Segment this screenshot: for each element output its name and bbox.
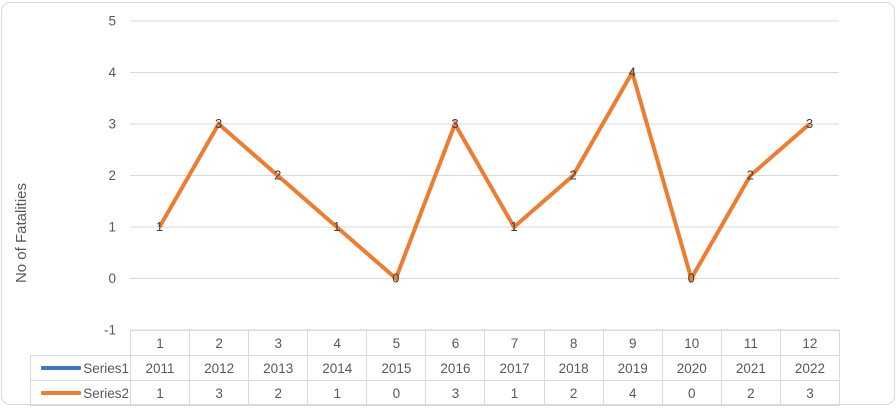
table-header-cell: 2	[189, 330, 249, 355]
table-cell-series1: 2012	[189, 355, 249, 380]
data-label: 1	[156, 219, 163, 234]
table-cell-series2: 1	[130, 380, 190, 405]
table-header-cell: 12	[779, 330, 839, 355]
table-cell-series1: 2015	[366, 355, 426, 380]
table-corner-cell	[30, 330, 130, 355]
table-header-cell: 8	[543, 330, 603, 355]
table-header-cell: 7	[484, 330, 544, 355]
y-axis-tick-label: 4	[108, 65, 116, 80]
data-label: 1	[333, 219, 340, 234]
y-axis-tick-label: 3	[108, 117, 116, 132]
y-axis-tick-label: -1	[104, 323, 116, 338]
legend-item-series1[interactable]: Series1	[30, 355, 130, 380]
table-header-cell: 4	[307, 330, 367, 355]
table-cell-series2: 1	[307, 380, 367, 405]
table-cell-series2: 4	[602, 380, 662, 405]
data-label: 0	[688, 271, 695, 286]
table-cell-series2: 1	[484, 380, 544, 405]
series2-legend-key-line	[41, 391, 82, 395]
data-label: 3	[451, 116, 458, 131]
table-cell-series1: 2014	[307, 355, 367, 380]
y-axis-tick-label: 0	[108, 271, 116, 286]
data-label: 3	[215, 116, 222, 131]
table-cell-series1: 2022	[779, 355, 839, 380]
plot-area: 543210-120112012201320142015201620172018…	[104, 14, 839, 338]
y-axis-tick-label: 2	[108, 168, 116, 183]
data-label: 2	[570, 168, 577, 183]
table-cell-series1: 2020	[661, 355, 721, 380]
y-axis-title: No of Fatalities	[13, 182, 30, 284]
table-cell-series1: 2021	[720, 355, 780, 380]
y-axis-tick-label: 5	[108, 14, 116, 29]
table-cell-series1: 2018	[543, 355, 603, 380]
table-cell-series2: 0	[366, 380, 426, 405]
table-header-cell: 10	[661, 330, 721, 355]
table-cell-series2: 0	[661, 380, 721, 405]
table-cell-series2: 3	[425, 380, 485, 405]
table-cell-series1: 2011	[130, 355, 190, 380]
table-cell-series2: 2	[248, 380, 308, 405]
series1-legend-key-line	[41, 366, 82, 370]
table-header-cell: 3	[248, 330, 308, 355]
table-cell-series1: 2017	[484, 355, 544, 380]
table-cell-series1: 2013	[248, 355, 308, 380]
table-cell-series1: 2016	[425, 355, 485, 380]
table-cell-series1: 2019	[602, 355, 662, 380]
series-line-series2[interactable]	[157, 67, 811, 284]
series2-legend-label: Series2	[83, 385, 129, 401]
table-cell-series2: 2	[720, 380, 780, 405]
data-table: 1 2 3 4 5 6 7 8 9 10 11 12 Series1 2011 …	[30, 330, 840, 406]
table-header-cell: 6	[425, 330, 485, 355]
table-cell-series2: 2	[543, 380, 603, 405]
data-label: 4	[629, 65, 636, 80]
data-label: 3	[806, 116, 813, 131]
table-header-cell: 11	[720, 330, 780, 355]
legend-item-series2[interactable]: Series2	[30, 380, 130, 405]
table-header-cell: 1	[130, 330, 190, 355]
table-header-cell: 5	[366, 330, 426, 355]
table-cell-series2: 3	[189, 380, 249, 405]
y-axis-tick-label: 1	[108, 220, 116, 235]
table-cell-series2: 3	[779, 380, 839, 405]
data-label: 2	[747, 168, 754, 183]
series1-legend-label: Series1	[83, 360, 129, 376]
data-label: 2	[274, 168, 281, 183]
data-label: 1	[510, 219, 517, 234]
data-label: 0	[392, 271, 399, 286]
table-header-cell: 9	[602, 330, 662, 355]
